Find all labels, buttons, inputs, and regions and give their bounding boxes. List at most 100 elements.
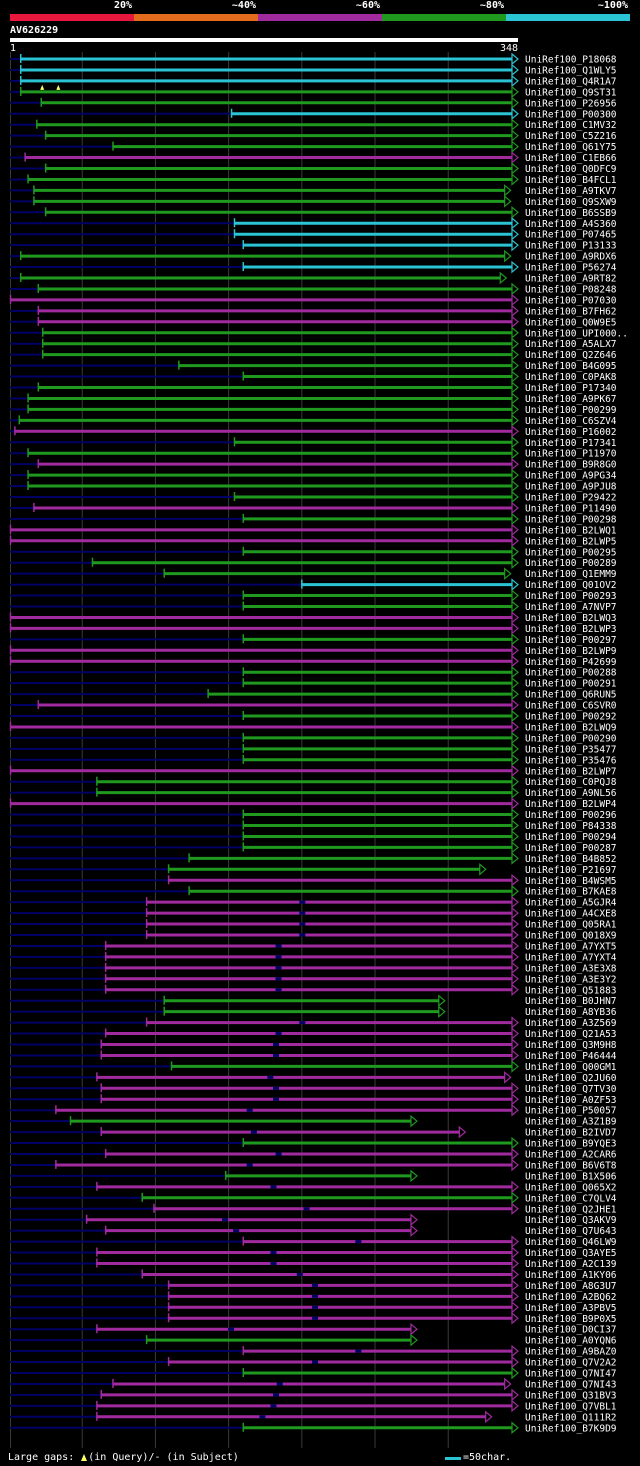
hit-end-arrow	[511, 578, 519, 591]
hit-end-arrow	[511, 457, 519, 471]
hit-end-arrow	[511, 1290, 519, 1303]
hit-label: UniRef100_P13133	[525, 241, 617, 252]
hit-label: UniRef100_P00292	[525, 712, 617, 723]
hit-label: UniRef100_B2LWP4	[525, 799, 617, 810]
hit-label: UniRef100_B4G095	[525, 361, 617, 372]
hit-label: UniRef100_C5Z216	[525, 131, 617, 142]
hit-end-arrow	[511, 381, 519, 394]
hit-end-arrow	[511, 512, 519, 526]
hit-label: UniRef100_B7FH62	[525, 306, 617, 317]
hit-end-arrow	[511, 1246, 519, 1259]
hit-label: UniRef100_Q0W9E5	[525, 317, 617, 328]
hit-label: UniRef100_C7QLV4	[525, 1193, 617, 1204]
hit-label: UniRef100_A9TKV7	[525, 186, 617, 197]
hit-label: UniRef100_P84338	[525, 821, 617, 832]
hit-end-arrow	[511, 96, 519, 110]
hit-label: UniRef100_P11970	[525, 449, 617, 460]
hit-label: UniRef100_A8YB36	[525, 1007, 617, 1018]
hit-label: UniRef100_Q2JU60	[525, 1073, 617, 1084]
hit-end-arrow	[511, 698, 519, 712]
hit-end-arrow	[511, 1257, 519, 1270]
hit-end-arrow	[511, 392, 519, 405]
hit-end-arrow	[410, 1224, 418, 1237]
hit-end-arrow	[485, 1410, 493, 1424]
identity-label-1: 20%	[113, 0, 132, 11]
hit-label: UniRef100_A5GJR4	[525, 898, 617, 909]
hit-label: UniRef100_C6SZV4	[525, 416, 617, 427]
hit-end-arrow	[511, 151, 519, 164]
hit-end-arrow	[511, 326, 519, 340]
hit-label: UniRef100_A2BQ62	[525, 1292, 617, 1303]
hit-label: UniRef100_B6SSB9	[525, 208, 617, 219]
hit-label: UniRef100_Q7VBL1	[525, 1401, 617, 1412]
hit-end-arrow	[511, 534, 519, 548]
hit-label: UniRef100_B9P0X5	[525, 1314, 617, 1325]
hit-label: UniRef100_B9YQE3	[525, 1139, 617, 1150]
hit-end-arrow	[511, 786, 519, 799]
hit-label: UniRef100_C6SVR0	[525, 701, 617, 712]
hit-end-arrow	[511, 425, 519, 438]
hit-end-arrow	[511, 753, 519, 767]
hit-end-arrow	[511, 260, 519, 274]
hit-label: UniRef100_A3Z569	[525, 1018, 617, 1029]
hit-label: UniRef100_Q7TV30	[525, 1084, 617, 1095]
hit-label: UniRef100_Q065X2	[525, 1182, 617, 1193]
hit-end-arrow	[511, 238, 519, 252]
hit-end-arrow	[511, 709, 519, 723]
hit-end-arrow	[511, 917, 519, 931]
hit-end-arrow	[511, 315, 519, 329]
hit-end-arrow	[410, 1322, 418, 1336]
hit-end-arrow	[511, 446, 519, 460]
hit-end-arrow	[511, 1268, 519, 1281]
hit-end-arrow	[511, 654, 519, 668]
hit-label: UniRef100_P17341	[525, 438, 617, 449]
hit-end-arrow	[511, 1103, 519, 1117]
hit-end-arrow	[511, 282, 519, 296]
hit-end-arrow	[458, 1125, 467, 1139]
hit-end-arrow	[511, 1202, 519, 1216]
hit-label: UniRef100_Q6RUN5	[525, 690, 617, 701]
hit-label: UniRef100_Q3M9H8	[525, 1040, 617, 1051]
hit-label: UniRef100_P07465	[525, 230, 617, 241]
hit-label: UniRef100_Q1WLY5	[525, 65, 617, 76]
hit-end-arrow	[511, 1344, 519, 1358]
hit-end-arrow	[511, 545, 519, 559]
hit-label: UniRef100_Q7NI43	[525, 1379, 617, 1390]
hit-end-arrow	[511, 600, 519, 613]
hit-end-arrow	[511, 293, 519, 307]
hit-label: UniRef100_B0JHN7	[525, 996, 617, 1007]
hit-end-arrow	[511, 1158, 519, 1172]
hit-label: UniRef100_P00295	[525, 547, 617, 558]
hit-end-arrow	[410, 1114, 418, 1128]
hit-label: UniRef100_P11490	[525, 503, 617, 514]
identity-label-4: ~80%	[479, 0, 504, 11]
hit-end-arrow	[511, 939, 519, 953]
hit-end-arrow	[511, 523, 519, 537]
hit-label: UniRef100_A1KY06	[525, 1270, 617, 1281]
hit-end-arrow	[511, 1235, 519, 1248]
hit-end-arrow	[499, 271, 508, 285]
hit-end-arrow	[511, 1092, 519, 1106]
hit-label: UniRef100_P35476	[525, 755, 617, 766]
hit-label: UniRef100_P29422	[525, 493, 617, 504]
hit-label: UniRef100_Q05RA1	[525, 920, 617, 931]
hit-label: UniRef100_A9PK67	[525, 394, 617, 405]
hit-label: UniRef100_Q46LW9	[525, 1237, 617, 1248]
hit-label: UniRef100_B1X506	[525, 1171, 617, 1182]
hit-label: UniRef100_B2LWP5	[525, 536, 617, 547]
hit-end-arrow	[511, 1027, 519, 1040]
hit-label: UniRef100_Q018X9	[525, 931, 617, 942]
hit-label: UniRef100_P00299	[525, 405, 617, 416]
hit-label: UniRef100_Q111R2	[525, 1412, 617, 1423]
hit-label: UniRef100_P21697	[525, 865, 617, 876]
hit-end-arrow	[511, 797, 519, 810]
hit-end-arrow	[511, 129, 519, 142]
hit-end-arrow	[511, 830, 519, 843]
hit-end-arrow	[511, 622, 519, 635]
hit-label: UniRef100_P18068	[525, 55, 617, 66]
hit-end-arrow	[511, 1399, 519, 1413]
hit-label: UniRef100_Q4R1A7	[525, 76, 617, 87]
gap-legend: Large gaps: (in Query)/- (in Subject)	[8, 1451, 239, 1465]
hit-label: UniRef100_D0CI37	[525, 1325, 617, 1336]
